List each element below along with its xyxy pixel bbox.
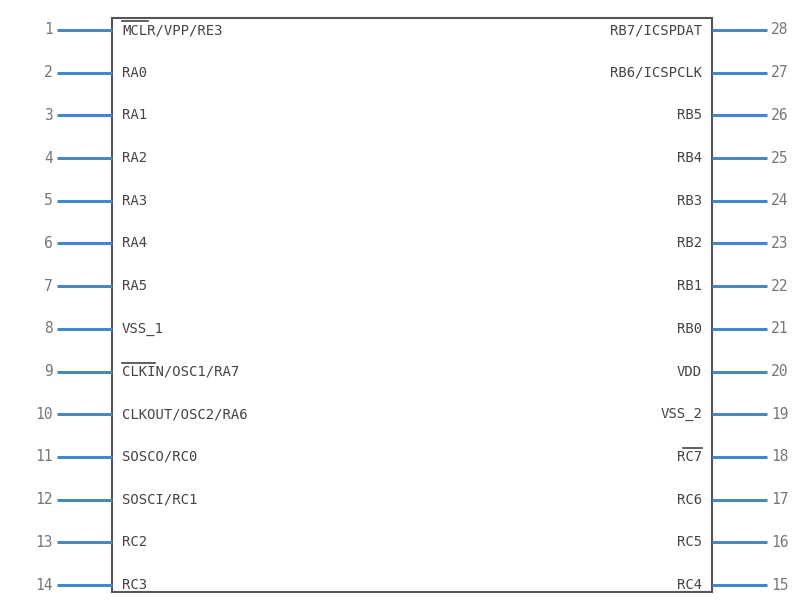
Text: 21: 21 xyxy=(771,321,789,337)
Text: RA2: RA2 xyxy=(122,151,147,165)
Text: 1: 1 xyxy=(44,23,53,37)
Text: 13: 13 xyxy=(36,535,53,550)
Text: RB5: RB5 xyxy=(677,108,702,122)
Text: CLKOUT/OSC2/RA6: CLKOUT/OSC2/RA6 xyxy=(122,407,247,421)
Text: RC7: RC7 xyxy=(677,450,702,464)
Text: 24: 24 xyxy=(771,193,789,208)
Text: 27: 27 xyxy=(771,65,789,80)
Text: RA1: RA1 xyxy=(122,108,147,122)
Text: 28: 28 xyxy=(771,23,789,37)
Text: 16: 16 xyxy=(771,535,789,550)
Text: RB2: RB2 xyxy=(677,236,702,250)
Text: RC5: RC5 xyxy=(677,536,702,550)
Text: RC4: RC4 xyxy=(677,578,702,592)
Text: 4: 4 xyxy=(44,151,53,166)
Text: VDD: VDD xyxy=(677,365,702,379)
Text: 8: 8 xyxy=(44,321,53,337)
Text: CLKIN/OSC1/RA7: CLKIN/OSC1/RA7 xyxy=(122,365,239,379)
Text: 20: 20 xyxy=(771,364,789,379)
Text: RC3: RC3 xyxy=(122,578,147,592)
Text: 22: 22 xyxy=(771,278,789,294)
Text: 26: 26 xyxy=(771,108,789,123)
Text: RC2: RC2 xyxy=(122,536,147,550)
Text: VSS_1: VSS_1 xyxy=(122,322,164,336)
Text: 5: 5 xyxy=(44,193,53,208)
Text: 19: 19 xyxy=(771,407,789,422)
Text: RA3: RA3 xyxy=(122,194,147,207)
Text: RB6/ICSPCLK: RB6/ICSPCLK xyxy=(610,65,702,80)
Text: 17: 17 xyxy=(771,492,789,507)
Text: RB0: RB0 xyxy=(677,322,702,336)
Text: RA5: RA5 xyxy=(122,279,147,293)
Text: SOSCI/RC1: SOSCI/RC1 xyxy=(122,493,197,507)
Text: 3: 3 xyxy=(44,108,53,123)
Text: RB4: RB4 xyxy=(677,151,702,165)
Text: 6: 6 xyxy=(44,236,53,251)
Text: 11: 11 xyxy=(36,449,53,465)
Text: RB3: RB3 xyxy=(677,194,702,207)
Text: MCLR/VPP/RE3: MCLR/VPP/RE3 xyxy=(122,23,222,37)
Text: VSS_2: VSS_2 xyxy=(660,407,702,421)
Text: 25: 25 xyxy=(771,151,789,166)
Text: RC6: RC6 xyxy=(677,493,702,507)
Text: RB7/ICSPDAT: RB7/ICSPDAT xyxy=(610,23,702,37)
Bar xyxy=(112,18,712,592)
Text: 18: 18 xyxy=(771,449,789,465)
Text: RA0: RA0 xyxy=(122,65,147,80)
Text: 10: 10 xyxy=(36,407,53,422)
Text: 23: 23 xyxy=(771,236,789,251)
Text: 2: 2 xyxy=(44,65,53,80)
Text: 15: 15 xyxy=(771,578,789,592)
Text: RB1: RB1 xyxy=(677,279,702,293)
Text: 12: 12 xyxy=(36,492,53,507)
Text: 14: 14 xyxy=(36,578,53,592)
Text: RA4: RA4 xyxy=(122,236,147,250)
Text: 9: 9 xyxy=(44,364,53,379)
Text: SOSCO/RC0: SOSCO/RC0 xyxy=(122,450,197,464)
Text: 7: 7 xyxy=(44,278,53,294)
